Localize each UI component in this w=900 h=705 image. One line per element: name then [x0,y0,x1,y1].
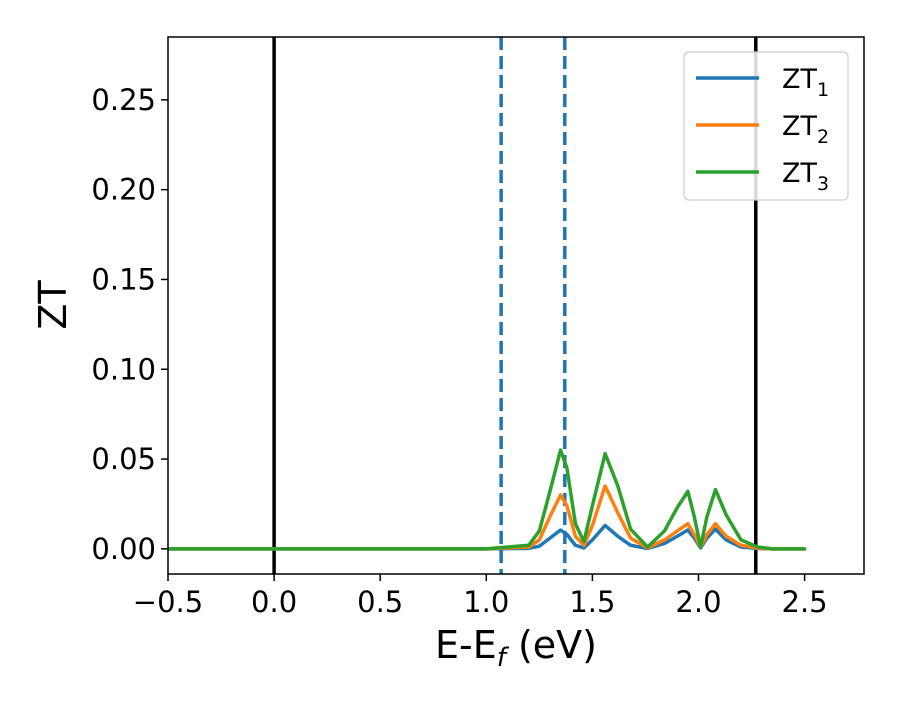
x-axis-title-unit: (eV) [506,623,597,667]
legend-label-1: ZT1 [782,64,829,101]
x-axis-ticks: −0.5 0.0 0.5 1.0 1.5 2.0 2.5 [133,574,828,619]
series-line-2 [168,484,807,551]
legend: ZT1 ZT2 ZT3 [683,51,849,201]
x-tick-label: 1.0 [463,585,509,619]
y-axis-ticks: 0.00 0.05 0.10 0.15 0.20 0.25 [91,83,168,566]
legend-label-3: ZT3 [782,158,829,195]
y-tick-label: 0.10 [91,352,156,386]
y-axis-title: ZT [31,280,75,330]
y-tick-label: 0.00 [91,532,156,566]
y-tick-label: 0.05 [91,442,156,476]
series-line-3 [168,448,807,551]
x-tick-label: 2.5 [782,585,828,619]
legend-box [683,51,849,201]
x-tick-label: 0.5 [357,585,403,619]
y-tick-label: 0.25 [91,83,156,117]
x-tick-label: 1.5 [569,585,615,619]
y-tick-label: 0.15 [91,262,156,296]
series-line-1 [168,523,807,551]
x-axis-title-main: E-E [435,623,497,667]
x-tick-label: −0.5 [133,585,203,619]
x-tick-label: 0.0 [251,585,297,619]
legend-label-2: ZT2 [782,111,829,148]
x-axis-title: E-Ef (eV) [435,623,597,673]
x-tick-label: 2.0 [675,585,721,619]
plot-frame [167,36,865,575]
y-tick-label: 0.20 [91,173,156,207]
